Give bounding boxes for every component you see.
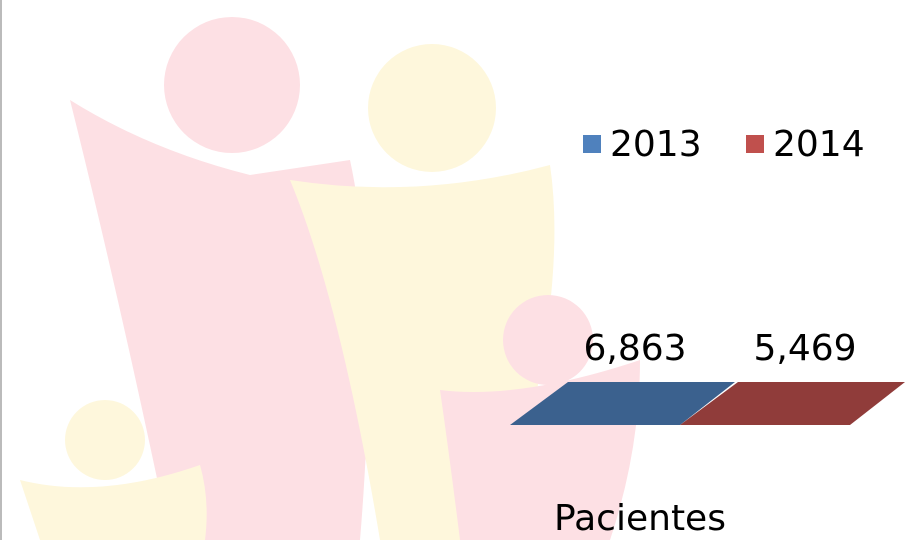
category-label: Pacientes: [554, 498, 726, 539]
bar: [680, 382, 905, 425]
legend-swatch: [746, 135, 764, 153]
legend-label: 2013: [610, 124, 702, 165]
value-label: 5,469: [753, 328, 856, 369]
legend-label: 2014: [773, 124, 865, 165]
value-label: 6,863: [583, 328, 686, 369]
background-figures: [0, 0, 640, 540]
legend-swatch: [583, 135, 601, 153]
bar: [510, 382, 735, 425]
